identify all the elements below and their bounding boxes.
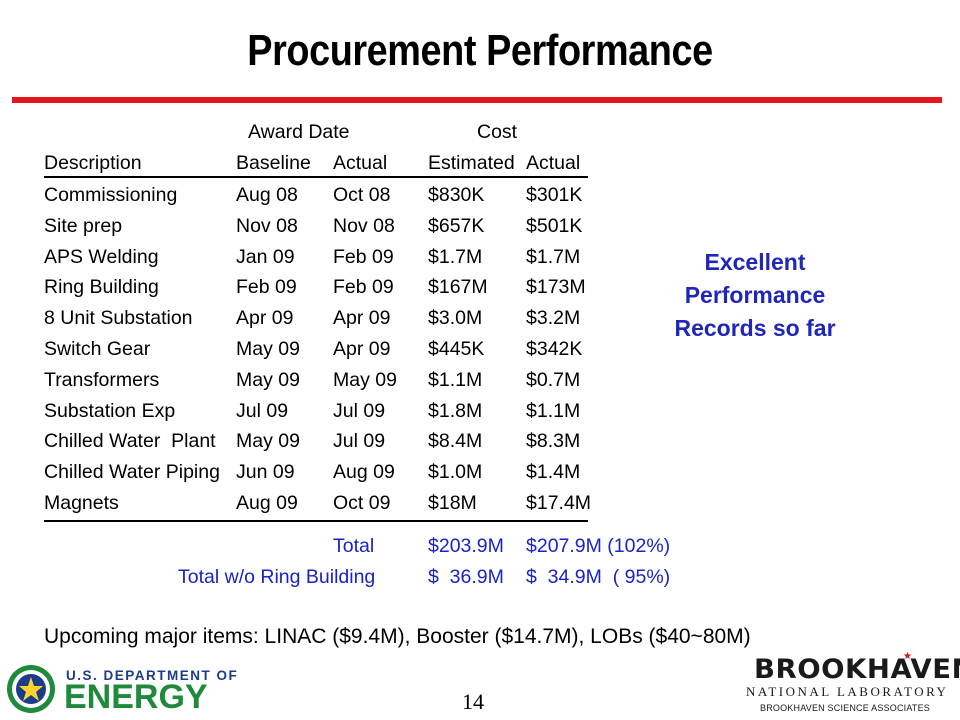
table-cell-description: Commissioning: [44, 184, 178, 206]
table-cell-estimated-cost: $445K: [428, 338, 485, 360]
table-cell-estimated-cost: $1.7M: [428, 245, 483, 268]
table-cell-actual-date: Jul 09: [333, 430, 386, 453]
table-cell-baseline: May 09: [236, 368, 300, 391]
table-cell-baseline: Apr 09: [236, 307, 294, 330]
table-cell-estimated-cost: $1.8M: [428, 399, 483, 422]
award-date-header: Award Date: [248, 121, 350, 143]
callout-line-1: Excellent: [704, 249, 806, 275]
table-cell-estimated-cost: $3.0M: [428, 307, 483, 330]
upcoming-items-text: Upcoming major items: LINAC ($9.4M), Boo…: [44, 625, 751, 648]
column-header-estimated-cost: Estimated: [428, 152, 515, 174]
table-cell-baseline: Feb 09: [236, 276, 297, 299]
doe-seal-logo: [7, 665, 55, 713]
table-cell-estimated-cost: $830K: [428, 184, 485, 206]
total-label: Total: [333, 535, 375, 557]
table-cell-estimated-cost: $657K: [428, 214, 485, 237]
table-cell-baseline: May 09: [236, 430, 300, 453]
total-estimated: $203.9M: [428, 535, 504, 557]
table-cell-actual-date: Apr 09: [333, 307, 391, 330]
bnl-logo-associates: BROOKHAVEN SCIENCE ASSOCIATES: [760, 703, 931, 713]
table-cell-description: 8 Unit Substation: [44, 307, 193, 330]
table-cell-description: Ring Building: [44, 276, 159, 299]
column-header-baseline: Baseline: [236, 152, 311, 174]
column-header-actual-date: Actual: [333, 152, 388, 174]
table-cell-description: Site prep: [44, 214, 123, 237]
table-cell-actual-cost: $1.1M: [526, 399, 581, 422]
table-cell-actual-date: Apr 09: [333, 338, 391, 360]
table-cell-actual-cost: $173M: [526, 276, 586, 299]
table-cell-actual-cost: $1.4M: [526, 461, 581, 484]
bnl-logo-name: BROOKHAVEN: [754, 654, 960, 685]
doe-logo-line2: ENERGY: [64, 678, 208, 716]
table-cell-actual-date: Jul 09: [333, 399, 386, 422]
column-header-actual-cost: Actual: [526, 152, 581, 174]
callout-line-2: Performance: [684, 282, 826, 308]
table-cell-estimated-cost: $1.0M: [428, 461, 483, 484]
cost-header: Cost: [477, 121, 518, 143]
bnl-logo-lab: NATIONAL LABORATORY: [746, 684, 949, 699]
total-wo-ring-label: Total w/o Ring Building: [178, 566, 376, 588]
column-header-description: Description: [44, 152, 142, 174]
table-cell-actual-date: Oct 09: [333, 492, 391, 514]
table-cell-estimated-cost: $1.1M: [428, 368, 483, 391]
performance-callout: Excellent Performance Records so far: [640, 246, 870, 345]
table-cell-baseline: May 09: [236, 338, 300, 360]
table-cell-baseline: Aug 09: [236, 492, 298, 514]
page-title: Procurement Performance: [247, 26, 713, 75]
table-cell-baseline: Jun 09: [236, 461, 295, 484]
table-cell-actual-cost: $342K: [526, 338, 583, 360]
table-cell-baseline: Jan 09: [236, 245, 295, 268]
table-cell-actual-cost: $1.7M: [526, 245, 581, 268]
table-cell-actual-date: Feb 09: [333, 276, 394, 299]
table-cell-actual-cost: $17.4M: [526, 492, 592, 514]
bnl-star-icon: ★: [903, 651, 912, 662]
table-cell-description: Substation Exp: [44, 399, 176, 422]
table-cell-actual-cost: $501K: [526, 214, 583, 237]
table-cell-estimated-cost: $8.4M: [428, 430, 483, 453]
table-cell-actual-date: Aug 09: [333, 461, 395, 484]
table-cell-baseline: Aug 08: [236, 184, 298, 206]
doe-logo-line1: U.S. DEPARTMENT OF: [66, 668, 239, 683]
page-number: 14: [462, 689, 484, 714]
table-cell-description: Chilled Water Piping: [44, 461, 220, 484]
table-cell-actual-cost: $3.2M: [526, 307, 581, 330]
table-cell-description: Chilled Water Plant: [44, 430, 216, 453]
table-cell-description: Transformers: [44, 368, 160, 391]
table-cell-description: Switch Gear: [44, 338, 151, 360]
table-cell-estimated-cost: $167M: [428, 276, 488, 299]
table-cell-actual-cost: $301K: [526, 184, 583, 206]
table-cell-actual-date: Oct 08: [333, 184, 391, 206]
table-cell-description: Magnets: [44, 492, 119, 514]
title-divider: [12, 97, 942, 103]
table-cell-baseline: Jul 09: [236, 399, 289, 422]
table-cell-actual-cost: $8.3M: [526, 430, 581, 453]
table-cell-baseline: Nov 08: [236, 214, 298, 237]
header-underline: [44, 176, 588, 178]
table-cell-description: APS Welding: [44, 245, 159, 268]
callout-line-3: Records so far: [674, 315, 836, 341]
table-cell-actual-date: Feb 09: [333, 245, 394, 268]
last-row-underline: [44, 520, 588, 522]
table-cell-actual-date: Nov 08: [333, 214, 395, 237]
total-wo-ring-actual: $ 34.9M ( 95%): [526, 566, 671, 588]
total-wo-ring-estimated: $ 36.9M: [428, 566, 504, 588]
total-actual: $207.9M (102%): [526, 535, 671, 557]
table-cell-actual-cost: $0.7M: [526, 368, 581, 391]
table-cell-actual-date: May 09: [333, 368, 397, 391]
table-cell-estimated-cost: $18M: [428, 492, 477, 514]
